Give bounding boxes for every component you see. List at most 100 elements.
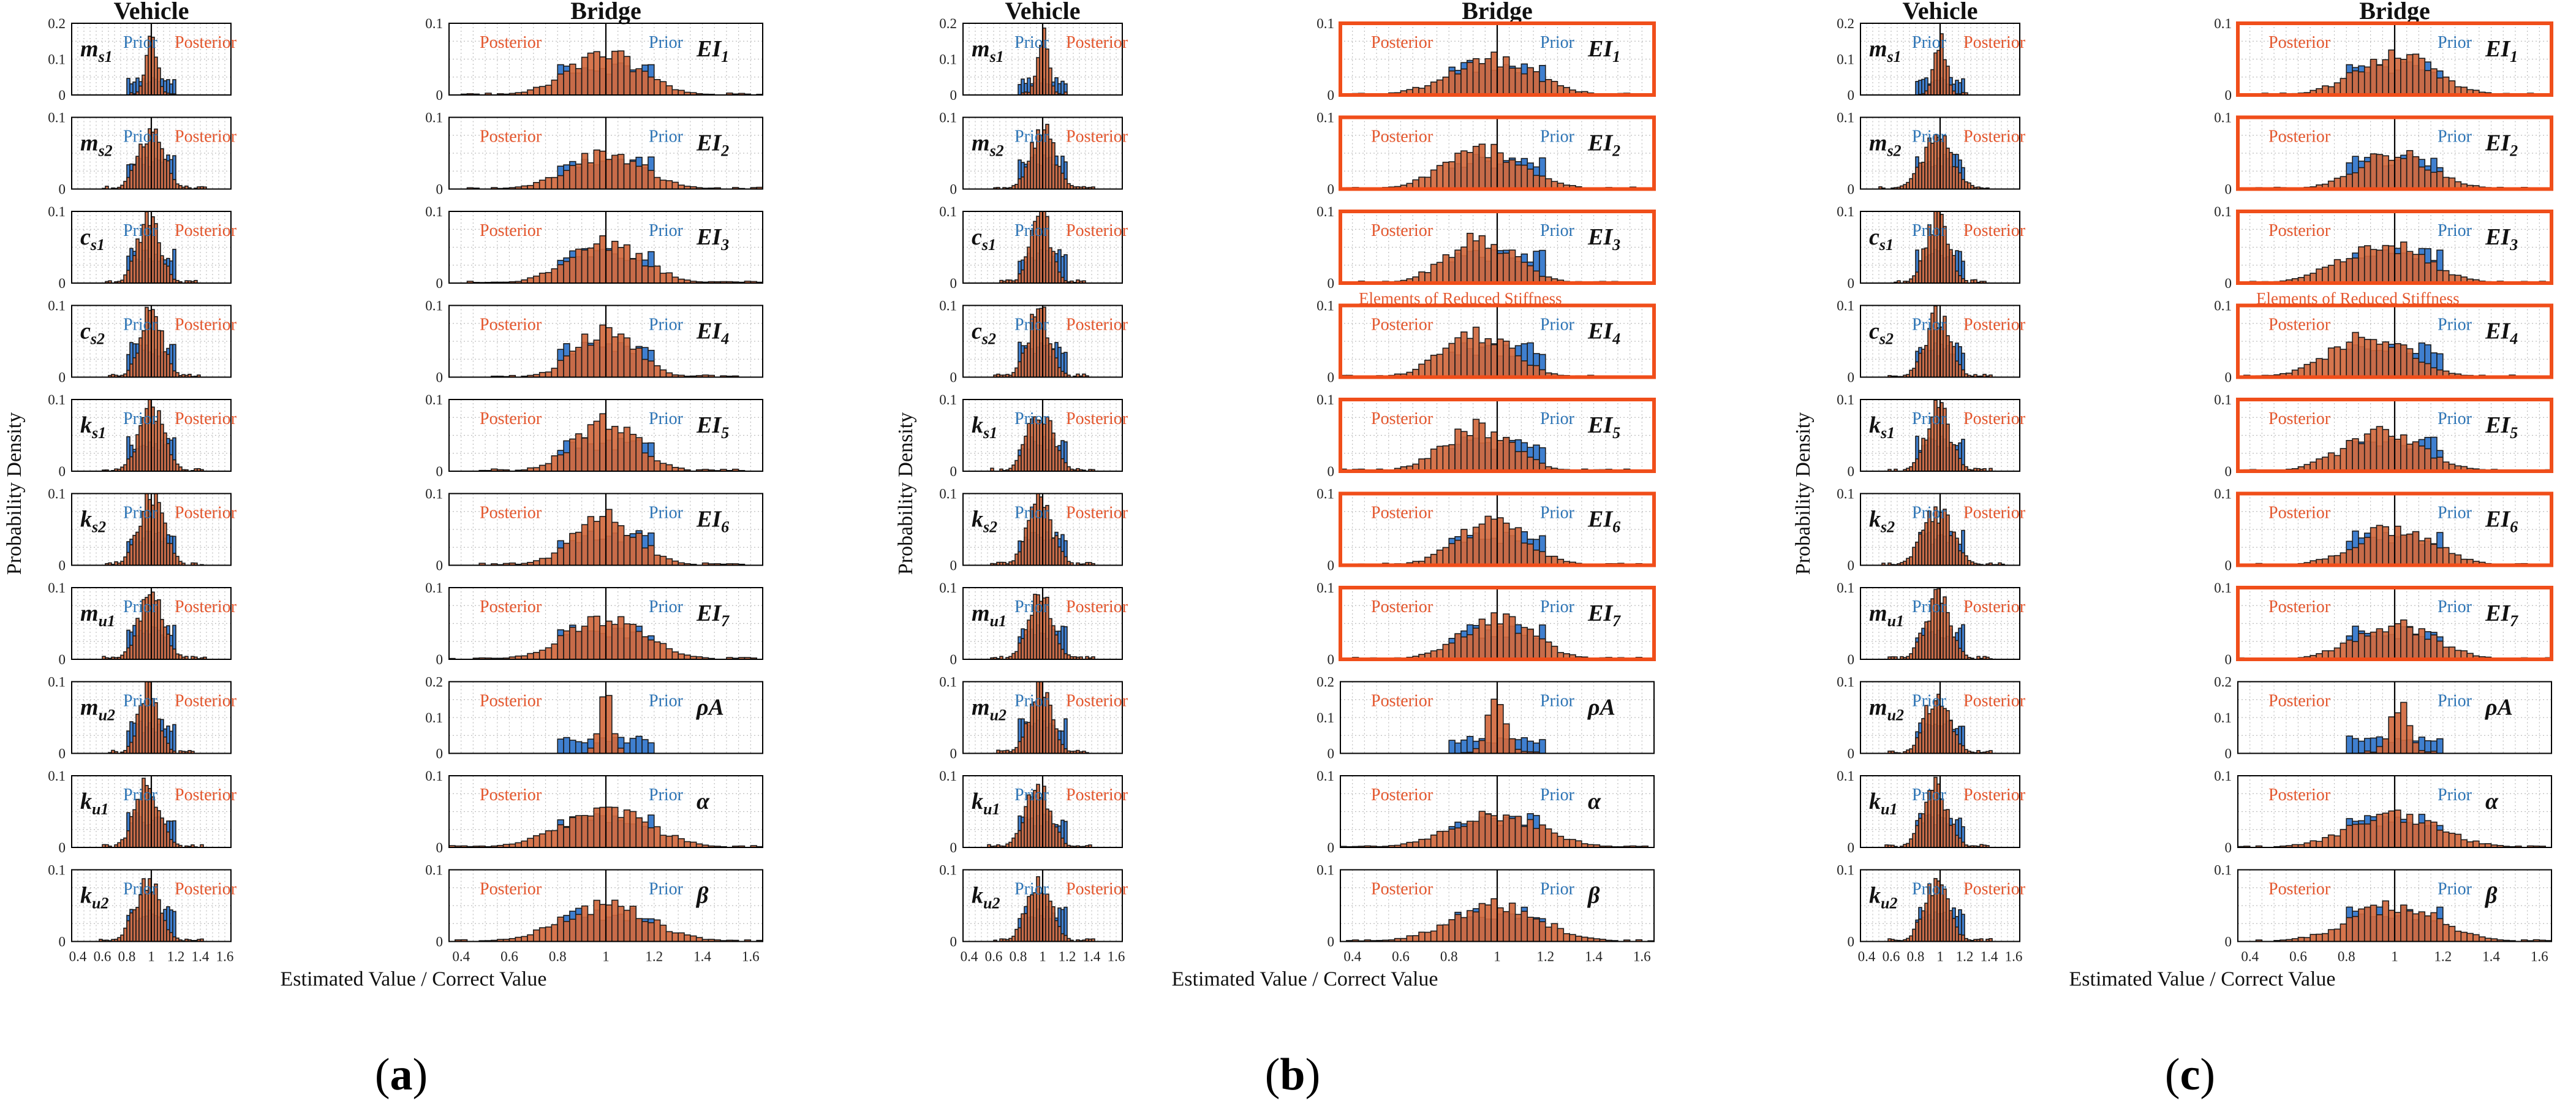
vehicle-subplot: 0 0.1 ms2 Prior Posterior [939, 110, 1128, 197]
x-tick-label: 1.6 [742, 949, 760, 964]
posterior-bar [538, 558, 546, 566]
prior-bar [1063, 718, 1068, 754]
posterior-bar [2418, 166, 2426, 190]
posterior-bar [623, 909, 631, 942]
panel-caption: (a) [375, 1050, 428, 1100]
posterior-bar [1484, 248, 1492, 284]
vehicle-column-title: Vehicle [114, 0, 189, 25]
posterior-legend: Posterior [1371, 33, 1433, 52]
posterior-bar [599, 625, 606, 660]
posterior-bar [611, 336, 619, 378]
y-tick-label: 0.1 [939, 675, 957, 690]
bridge-subplot: 0 0.1 EI1 Posterior Prior [1316, 16, 1656, 103]
posterior-bar [593, 615, 600, 660]
posterior-bar [599, 904, 606, 942]
posterior-bar [581, 815, 589, 848]
x-tick-label: 1.4 [1083, 949, 1101, 964]
posterior-bar [2412, 634, 2420, 660]
x-tick-label: 0.4 [1343, 949, 1361, 964]
posterior-bar [1490, 244, 1498, 284]
posterior-bar [611, 521, 619, 566]
prior-legend: Prior [649, 880, 684, 899]
posterior-bar [1520, 627, 1528, 660]
posterior-bar [665, 180, 673, 190]
posterior-bar [557, 547, 564, 566]
posterior-bar [671, 932, 679, 942]
x-tick-label: 1.4 [1585, 949, 1603, 964]
posterior-bar [2388, 626, 2395, 660]
posterior-bar [1533, 918, 1540, 942]
prior-legend: Prior [2438, 692, 2472, 711]
prior-legend: Prior [123, 409, 158, 428]
axes-frame [448, 493, 763, 566]
parameter-label: EI7 [1587, 600, 1621, 630]
posterior-bar [1497, 907, 1504, 942]
posterior-bar [1454, 73, 1462, 96]
posterior-bar [1448, 444, 1456, 472]
y-tick-label: 0 [436, 558, 444, 574]
axes-frame [1860, 399, 2020, 472]
prior-legend: Prior [123, 127, 158, 146]
posterior-bar [653, 826, 661, 848]
prior-legend: Prior [2438, 504, 2472, 523]
y-tick-label: 0 [1328, 464, 1335, 479]
posterior-bar [1460, 246, 1468, 284]
axes-frame [448, 869, 763, 942]
posterior-bar [1563, 839, 1570, 848]
posterior-bar [575, 68, 583, 96]
y-tick-label: 0.1 [48, 204, 66, 219]
posterior-bar [1514, 164, 1522, 190]
prior-legend: Prior [123, 316, 158, 335]
posterior-bar [1460, 331, 1468, 378]
parameter-label: β [1587, 883, 1600, 909]
posterior-bar [635, 437, 643, 472]
posterior-bar [653, 460, 661, 472]
y-tick-label: 0 [1328, 840, 1335, 855]
posterior-bar [1581, 936, 1588, 942]
posterior-bar [538, 372, 546, 378]
posterior-bar [2412, 156, 2420, 190]
posterior-bar [599, 324, 606, 378]
posterior-bar [1539, 175, 1546, 190]
posterior-bar [581, 437, 589, 472]
posterior-bar [1514, 527, 1522, 566]
posterior-bar [1520, 73, 1528, 96]
posterior-bar [557, 360, 564, 378]
bridge-subplot: 0 0.1 EI2 Posterior Prior [2214, 110, 2553, 197]
posterior-bar [1454, 428, 1462, 472]
posterior-bar [2327, 265, 2335, 284]
posterior-bar [593, 420, 600, 472]
posterior-bar [538, 927, 546, 942]
bridge-subplot: 0 0.1 EI6 Posterior Prior [2214, 487, 2553, 574]
posterior-bar [1430, 263, 1438, 284]
posterior-bar [611, 241, 619, 284]
posterior-bar [2340, 261, 2347, 284]
axes-frame [1860, 587, 2020, 660]
y-tick-label: 0 [1328, 182, 1335, 197]
posterior-bar [678, 838, 685, 848]
posterior-bar [1551, 645, 1558, 660]
posterior-bar [593, 149, 600, 190]
posterior-bar [538, 650, 546, 660]
posterior-bar [665, 372, 673, 378]
posterior-bar [581, 249, 589, 284]
posterior-bar [1436, 549, 1444, 566]
x-tick-label: 0.6 [500, 949, 518, 964]
posterior-bar [1551, 832, 1558, 848]
x-tick-label: 1.6 [1108, 949, 1125, 964]
posterior-bar [671, 181, 679, 190]
x-tick-label: 0.6 [1392, 949, 1410, 964]
posterior-bar [611, 154, 619, 190]
posterior-bar [1575, 840, 1582, 848]
posterior-bar [1448, 828, 1456, 848]
posterior-bar [2412, 531, 2420, 566]
posterior-bar [611, 426, 619, 472]
posterior-bar [2382, 631, 2389, 660]
posterior-legend: Posterior [2268, 504, 2331, 523]
posterior-bar [557, 74, 564, 96]
posterior-bar [2358, 632, 2365, 660]
posterior-bar [551, 79, 559, 96]
posterior-bar [2424, 169, 2431, 190]
posterior-bar [1436, 165, 1444, 190]
